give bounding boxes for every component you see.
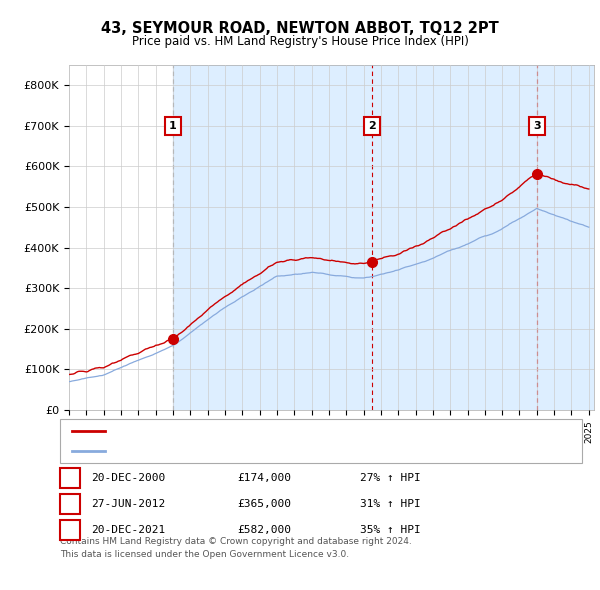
Text: 31% ↑ HPI: 31% ↑ HPI [360, 499, 421, 509]
Text: £174,000: £174,000 [237, 473, 291, 483]
Text: This data is licensed under the Open Government Licence v3.0.: This data is licensed under the Open Gov… [60, 550, 349, 559]
Text: 2: 2 [368, 121, 376, 131]
Text: 1: 1 [66, 471, 74, 485]
Text: 43, SEYMOUR ROAD, NEWTON ABBOT, TQ12 2PT: 43, SEYMOUR ROAD, NEWTON ABBOT, TQ12 2PT [101, 21, 499, 35]
Text: 1: 1 [169, 121, 177, 131]
Text: 35% ↑ HPI: 35% ↑ HPI [360, 525, 421, 535]
Text: Contains HM Land Registry data © Crown copyright and database right 2024.: Contains HM Land Registry data © Crown c… [60, 537, 412, 546]
Text: 3: 3 [533, 121, 541, 131]
Text: 27-JUN-2012: 27-JUN-2012 [91, 499, 166, 509]
Bar [173, 65, 372, 410]
Text: 2: 2 [66, 497, 74, 511]
Text: 27% ↑ HPI: 27% ↑ HPI [360, 473, 421, 483]
Text: Price paid vs. HM Land Registry's House Price Index (HPI): Price paid vs. HM Land Registry's House … [131, 35, 469, 48]
Bar [537, 65, 594, 410]
Text: 3: 3 [66, 523, 74, 537]
Text: 20-DEC-2021: 20-DEC-2021 [91, 525, 166, 535]
Text: HPI: Average price, detached house, Teignbridge: HPI: Average price, detached house, Teig… [110, 446, 347, 455]
Text: £582,000: £582,000 [237, 525, 291, 535]
Bar [372, 65, 537, 410]
Text: 43, SEYMOUR ROAD, NEWTON ABBOT, TQ12 2PT (detached house): 43, SEYMOUR ROAD, NEWTON ABBOT, TQ12 2PT… [110, 427, 437, 436]
Text: £365,000: £365,000 [237, 499, 291, 509]
Text: 20-DEC-2000: 20-DEC-2000 [91, 473, 166, 483]
